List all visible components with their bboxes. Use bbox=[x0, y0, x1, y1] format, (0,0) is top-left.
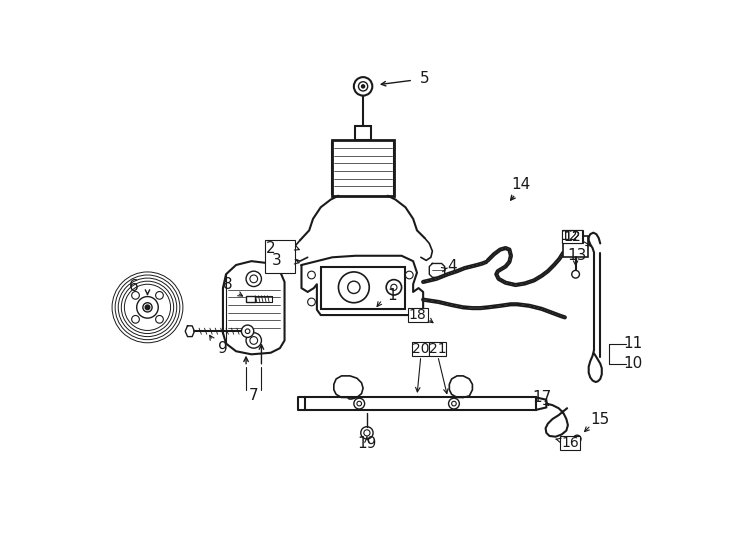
Circle shape bbox=[156, 315, 163, 323]
Circle shape bbox=[568, 442, 571, 445]
Text: 8: 8 bbox=[222, 276, 233, 292]
Circle shape bbox=[246, 333, 261, 348]
Circle shape bbox=[354, 77, 372, 96]
Text: 11: 11 bbox=[623, 336, 642, 351]
Bar bbox=[562, 230, 584, 244]
Circle shape bbox=[348, 281, 360, 294]
Bar bbox=[355, 126, 371, 140]
Text: 10: 10 bbox=[623, 356, 642, 371]
Circle shape bbox=[131, 292, 139, 299]
Text: 12: 12 bbox=[561, 229, 578, 243]
Circle shape bbox=[358, 82, 368, 91]
Text: 14: 14 bbox=[512, 177, 531, 192]
Circle shape bbox=[241, 325, 254, 338]
Bar bbox=[333, 140, 394, 195]
Text: 4: 4 bbox=[448, 259, 457, 274]
Circle shape bbox=[250, 275, 258, 283]
Circle shape bbox=[390, 284, 397, 291]
Text: 2: 2 bbox=[266, 240, 275, 255]
Text: 12: 12 bbox=[563, 230, 581, 244]
Text: 15: 15 bbox=[591, 411, 610, 427]
Circle shape bbox=[361, 427, 373, 439]
Circle shape bbox=[338, 272, 369, 303]
Bar bbox=[429, 342, 446, 356]
Circle shape bbox=[308, 298, 316, 306]
Text: 21: 21 bbox=[429, 342, 446, 356]
Circle shape bbox=[572, 271, 579, 278]
Circle shape bbox=[118, 278, 177, 336]
Circle shape bbox=[112, 272, 183, 343]
Circle shape bbox=[246, 271, 261, 287]
Text: 9: 9 bbox=[218, 341, 228, 356]
Text: 19: 19 bbox=[357, 436, 377, 451]
Bar bbox=[563, 236, 588, 257]
Bar bbox=[246, 296, 255, 302]
Circle shape bbox=[451, 401, 457, 406]
Text: 5: 5 bbox=[420, 71, 429, 86]
Bar bbox=[321, 267, 405, 309]
Text: 12: 12 bbox=[564, 230, 581, 244]
Circle shape bbox=[448, 398, 459, 409]
Circle shape bbox=[308, 271, 316, 279]
Bar bbox=[264, 240, 295, 273]
Circle shape bbox=[357, 401, 362, 406]
Text: 18: 18 bbox=[409, 308, 426, 322]
Circle shape bbox=[137, 296, 159, 318]
Circle shape bbox=[364, 430, 370, 436]
Circle shape bbox=[573, 435, 581, 443]
Circle shape bbox=[115, 275, 180, 340]
Circle shape bbox=[156, 292, 163, 299]
Bar bbox=[408, 308, 428, 322]
Bar bbox=[562, 230, 582, 244]
Circle shape bbox=[145, 305, 150, 309]
Text: 3: 3 bbox=[272, 253, 282, 268]
Circle shape bbox=[354, 398, 365, 409]
Bar bbox=[305, 397, 537, 410]
Circle shape bbox=[575, 437, 578, 441]
Circle shape bbox=[143, 303, 152, 312]
Text: 1: 1 bbox=[388, 288, 397, 303]
Text: 17: 17 bbox=[532, 390, 551, 405]
Circle shape bbox=[386, 280, 401, 295]
Text: 20: 20 bbox=[412, 342, 429, 356]
Circle shape bbox=[250, 336, 258, 345]
Circle shape bbox=[124, 284, 170, 330]
Bar bbox=[413, 342, 429, 356]
Circle shape bbox=[131, 315, 139, 323]
Text: 16: 16 bbox=[562, 436, 579, 450]
Circle shape bbox=[405, 271, 413, 279]
Circle shape bbox=[245, 329, 250, 334]
Text: 13: 13 bbox=[567, 248, 586, 264]
Bar bbox=[560, 436, 580, 450]
Text: 6: 6 bbox=[128, 279, 139, 294]
Circle shape bbox=[566, 440, 573, 448]
Circle shape bbox=[362, 85, 365, 88]
Circle shape bbox=[121, 281, 174, 334]
Text: 7: 7 bbox=[249, 388, 258, 403]
